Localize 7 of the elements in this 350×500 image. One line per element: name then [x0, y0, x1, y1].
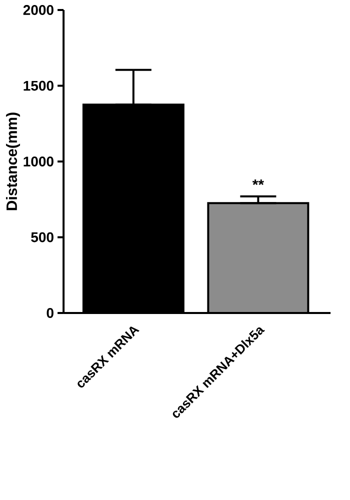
y-tick-label: 1500: [24, 80, 54, 91]
y-axis-title: Distance(mm): [6, 112, 20, 210]
y-tick-label: 500: [31, 232, 54, 242]
y-tick-label: 0: [47, 308, 54, 318]
y-tick-label: 1000: [24, 156, 54, 166]
y-tick-label: 2000: [24, 5, 54, 15]
annotation: **: [252, 179, 264, 186]
